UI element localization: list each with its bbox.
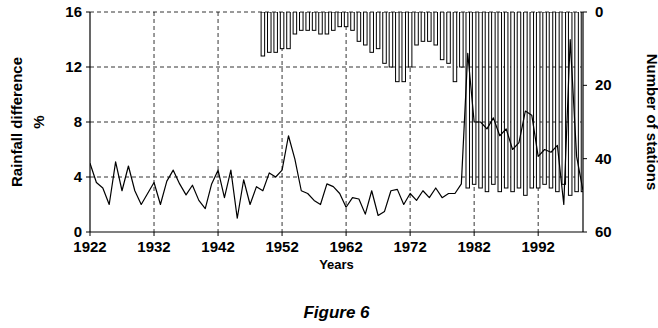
bar — [485, 12, 489, 192]
bar — [376, 12, 380, 49]
bar — [408, 12, 412, 67]
bar — [344, 12, 348, 27]
bar — [351, 12, 355, 30]
bar — [549, 12, 553, 188]
bar — [415, 12, 419, 45]
y-tick-label: 12 — [65, 58, 82, 75]
bar — [274, 12, 278, 52]
bar — [524, 12, 528, 195]
y-tick — [86, 232, 90, 233]
bar — [440, 12, 444, 60]
bar — [319, 12, 323, 34]
x-tick-label: 1932 — [137, 238, 170, 255]
x-tick — [282, 232, 283, 236]
bar — [287, 12, 291, 49]
y-tick-label: 4 — [74, 168, 83, 185]
y2-tick — [583, 232, 587, 233]
y-tick — [86, 122, 90, 123]
x-tick-label: 1992 — [521, 238, 554, 255]
x-tick — [410, 232, 411, 236]
x-axis — [90, 231, 583, 232]
x-tick — [154, 232, 155, 236]
y-axis-label: % — [30, 115, 47, 128]
bar — [504, 12, 508, 188]
bar — [306, 12, 310, 30]
bar — [357, 12, 361, 41]
x-tick-label: 1952 — [265, 238, 298, 255]
y2-axis-label: Number of stations — [644, 54, 658, 191]
x-tick — [538, 232, 539, 236]
bar — [428, 12, 432, 41]
bar — [479, 12, 483, 188]
bar — [280, 12, 284, 49]
bar — [383, 12, 387, 63]
bar — [498, 12, 502, 192]
bar — [530, 12, 534, 188]
bar — [434, 12, 438, 45]
grid-line — [90, 122, 583, 123]
bar — [556, 12, 560, 192]
y-axis-label: Rainfall difference — [8, 57, 25, 187]
bar — [261, 12, 265, 56]
y2-tick-label: 60 — [595, 223, 612, 240]
y2-tick — [583, 85, 587, 86]
bar — [460, 12, 464, 67]
x-tick-label: 1972 — [393, 238, 426, 255]
bar — [389, 12, 393, 67]
x-tick-label: 1922 — [73, 238, 106, 255]
bar — [325, 12, 329, 34]
chart: 1922 1932 1942 1952 1962 1972 1982 1992 0 4 8 12 16 0… — [0, 0, 658, 328]
bar — [517, 12, 521, 188]
y2-tick — [583, 158, 587, 159]
bar — [370, 12, 374, 52]
y-tick — [86, 12, 90, 13]
y2-tick-label: 0 — [595, 3, 603, 20]
caption: Figure 6 — [303, 303, 370, 322]
y2-tick-label: 40 — [595, 150, 612, 167]
grid-line — [90, 177, 583, 178]
bar — [312, 12, 316, 30]
line — [90, 40, 583, 219]
y2-axis — [582, 12, 583, 232]
x-axis-label: Years — [319, 257, 354, 272]
bar — [402, 12, 406, 82]
x-tick-label: 1962 — [329, 238, 362, 255]
x-tick — [346, 232, 347, 236]
x-tick-label: 1982 — [457, 238, 490, 255]
bar — [447, 12, 451, 63]
bar — [466, 12, 470, 188]
bar — [511, 12, 515, 192]
y-tick-label: 16 — [65, 3, 82, 20]
grid-line — [90, 67, 583, 68]
bar — [421, 12, 425, 41]
x-tick — [474, 232, 475, 236]
bar — [453, 12, 457, 82]
bar — [396, 12, 400, 82]
x-tick-label: 1942 — [201, 238, 234, 255]
bar — [364, 12, 368, 45]
bar — [268, 12, 272, 52]
x-tick — [218, 232, 219, 236]
bar — [536, 12, 540, 188]
y-tick — [86, 67, 90, 68]
bar — [338, 12, 342, 27]
bar — [472, 12, 476, 184]
bar — [293, 12, 297, 34]
y-tick-label: 8 — [74, 113, 82, 130]
bar — [300, 12, 304, 30]
x-tick — [90, 232, 91, 236]
y2-tick — [583, 12, 587, 13]
bar — [332, 12, 336, 30]
y-tick — [86, 177, 90, 178]
plot-area — [90, 12, 583, 218]
bar — [492, 12, 496, 184]
bar — [543, 12, 547, 184]
grid-line — [90, 12, 583, 13]
y2-tick-label: 20 — [595, 76, 612, 93]
y-tick-label: 0 — [74, 223, 82, 240]
